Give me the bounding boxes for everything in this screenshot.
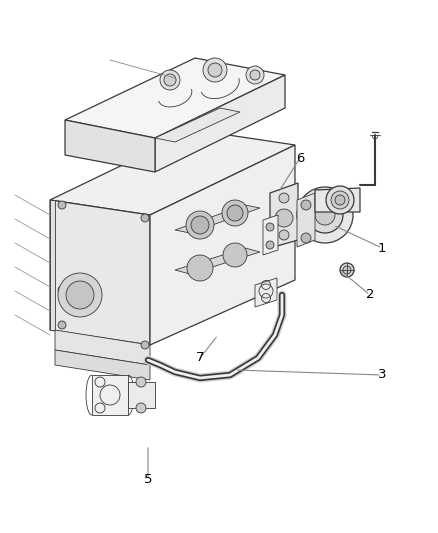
Polygon shape <box>254 278 276 307</box>
Polygon shape <box>297 193 314 247</box>
Circle shape <box>300 200 310 210</box>
Text: 7: 7 <box>195 351 204 365</box>
Circle shape <box>279 230 288 240</box>
Circle shape <box>141 214 148 222</box>
Circle shape <box>187 255 212 281</box>
Circle shape <box>265 223 273 231</box>
Circle shape <box>159 70 180 90</box>
Polygon shape <box>50 130 294 215</box>
Text: 3: 3 <box>377 368 385 382</box>
Circle shape <box>141 341 148 349</box>
Circle shape <box>330 191 348 209</box>
Circle shape <box>300 233 310 243</box>
Circle shape <box>274 209 292 227</box>
Circle shape <box>265 241 273 249</box>
Circle shape <box>325 186 353 214</box>
Circle shape <box>58 273 102 317</box>
Polygon shape <box>65 120 155 172</box>
Circle shape <box>314 205 334 225</box>
Circle shape <box>208 63 222 77</box>
Circle shape <box>306 197 342 233</box>
Circle shape <box>58 286 66 294</box>
Circle shape <box>342 266 350 274</box>
Polygon shape <box>92 375 128 415</box>
Circle shape <box>136 403 146 413</box>
Circle shape <box>297 187 352 243</box>
Text: 1: 1 <box>377 241 385 254</box>
Polygon shape <box>155 75 284 172</box>
Polygon shape <box>55 350 150 380</box>
Circle shape <box>334 195 344 205</box>
Circle shape <box>202 58 226 82</box>
Circle shape <box>279 193 288 203</box>
Circle shape <box>245 66 263 84</box>
Polygon shape <box>175 248 259 274</box>
Circle shape <box>226 205 243 221</box>
Polygon shape <box>269 183 297 248</box>
Polygon shape <box>314 188 359 212</box>
Polygon shape <box>128 382 155 408</box>
Circle shape <box>223 243 247 267</box>
Circle shape <box>186 211 213 239</box>
Polygon shape <box>65 58 284 138</box>
Polygon shape <box>50 200 55 330</box>
Text: 6: 6 <box>295 151 304 165</box>
Polygon shape <box>175 205 259 233</box>
Circle shape <box>58 321 66 329</box>
Circle shape <box>136 377 146 387</box>
Polygon shape <box>150 145 294 345</box>
Polygon shape <box>155 108 240 142</box>
Circle shape <box>339 263 353 277</box>
Circle shape <box>249 70 259 80</box>
Circle shape <box>58 201 66 209</box>
Polygon shape <box>55 330 150 365</box>
Text: 2: 2 <box>365 288 374 302</box>
Text: 5: 5 <box>143 473 152 487</box>
Circle shape <box>66 281 94 309</box>
Polygon shape <box>262 215 277 255</box>
Circle shape <box>191 216 208 234</box>
Circle shape <box>164 74 176 86</box>
Polygon shape <box>50 200 150 345</box>
Circle shape <box>222 200 247 226</box>
